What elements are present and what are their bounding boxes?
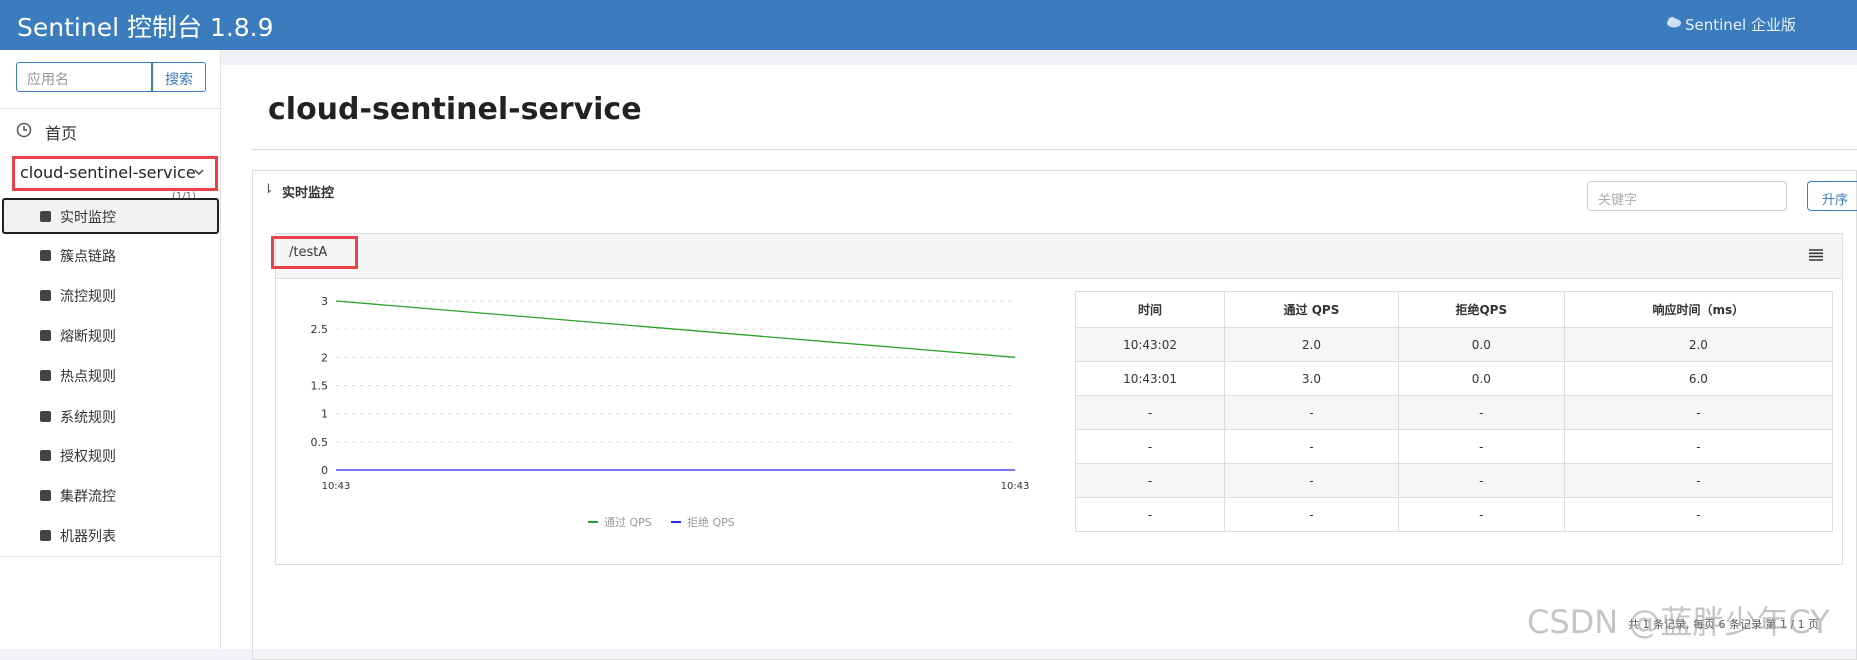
table-cell: 0.0 xyxy=(1397,361,1565,396)
menu-icon[interactable] xyxy=(1809,249,1823,261)
table-row: ---- xyxy=(1074,463,1834,498)
table-cell: - xyxy=(1224,497,1399,532)
menu-item[interactable]: 机器列表 xyxy=(60,529,116,545)
search-button[interactable]: 搜索 xyxy=(152,62,206,92)
column-header: 响应时间（ms） xyxy=(1563,291,1834,328)
app-highlight xyxy=(12,156,218,191)
menu-item[interactable]: 实时监控 xyxy=(60,210,116,226)
app-title: Sentinel 控制台 1.8.9 xyxy=(17,13,274,42)
table-cell: 10:43:01 xyxy=(1074,361,1226,396)
table-cell: - xyxy=(1397,463,1565,498)
app-count: (1/1) xyxy=(172,191,196,202)
panel-title: 实时监控 xyxy=(282,186,335,201)
menu-icon xyxy=(40,450,51,461)
sort-button[interactable]: 升序 xyxy=(1807,181,1857,211)
sort-icon: ⇂ xyxy=(263,182,274,197)
menu-item[interactable]: 集群流控 xyxy=(60,489,116,505)
resource-highlight xyxy=(271,236,358,269)
pagination: 共 1 条记录, 每页 6 条记录 第 1 / 1 页 xyxy=(1628,618,1820,631)
home-link[interactable]: 首页 xyxy=(45,124,78,143)
resource-name: /testA xyxy=(289,245,328,260)
watermark: CSDN @蓝胖少年CY xyxy=(1527,603,1830,641)
menu-icon xyxy=(40,330,51,341)
table-row: ---- xyxy=(1074,497,1834,532)
menu-icon xyxy=(40,211,51,222)
menu-icon xyxy=(40,530,51,541)
table-cell: - xyxy=(1397,497,1565,532)
menu-icon xyxy=(40,290,51,301)
table-cell: - xyxy=(1224,395,1399,430)
keyword-input[interactable]: 关键字 xyxy=(1587,181,1787,211)
table-cell: - xyxy=(1563,429,1834,464)
table-cell: - xyxy=(1074,429,1226,464)
sidebar: 应用名 搜索 首页 cloud-sentinel-service (1/1) 实… xyxy=(0,50,221,649)
table-cell: 3.0 xyxy=(1224,361,1399,396)
active-item xyxy=(2,198,219,234)
table-cell: - xyxy=(1563,497,1834,532)
table-row: 10:43:01 3.0 0.0 6.0 xyxy=(1074,361,1834,396)
menu-item[interactable]: 热点规则 xyxy=(60,369,116,385)
enterprise-link[interactable]: Sentinel 企业版 xyxy=(1685,16,1796,34)
table-cell: 6.0 xyxy=(1563,361,1834,396)
column-header: 时间 xyxy=(1074,291,1226,328)
column-header: 拒绝QPS xyxy=(1397,291,1565,328)
menu-icon xyxy=(40,411,51,422)
menu-item[interactable]: 系统规则 xyxy=(60,410,116,426)
metrics-table: 时间 通过 QPS 拒绝QPS 响应时间（ms） 10:43:02 2.0 0.0 2.0 10… xyxy=(1074,291,1834,532)
table-row: 10:43:02 2.0 0.0 2.0 xyxy=(1074,327,1834,362)
table-cell: - xyxy=(1397,429,1565,464)
home-icon xyxy=(16,122,32,138)
table-cell: - xyxy=(1563,463,1834,498)
table-cell: - xyxy=(1224,429,1399,464)
table-cell: 2.0 xyxy=(1224,327,1399,362)
table-cell: - xyxy=(1397,395,1565,430)
table-cell: 0.0 xyxy=(1397,327,1565,362)
menu-item[interactable]: 授权规则 xyxy=(60,449,116,465)
menu-icon xyxy=(40,250,51,261)
main: cloud-sentinel-service ⇂ 实时监控 关键字 升序 /te… xyxy=(221,65,1857,660)
menu-icon xyxy=(40,490,51,501)
card xyxy=(275,233,1843,565)
table-cell: 10:43:02 xyxy=(1074,327,1226,362)
menu-item[interactable]: 熔断规则 xyxy=(60,329,116,345)
table-cell: - xyxy=(1074,463,1226,498)
search-input[interactable]: 应用名 xyxy=(16,62,152,92)
table-cell: 2.0 xyxy=(1563,327,1834,362)
table-cell: - xyxy=(1074,395,1226,430)
page-title: cloud-sentinel-service xyxy=(268,92,642,127)
menu-icon xyxy=(40,370,51,381)
menu-item[interactable]: 簇点链路 xyxy=(60,249,116,265)
chevron xyxy=(194,169,204,175)
table-cell: - xyxy=(1563,395,1834,430)
menu-item[interactable]: 流控规则 xyxy=(60,289,116,305)
table-cell: - xyxy=(1224,463,1399,498)
cloud-icon xyxy=(1667,17,1681,28)
card-header xyxy=(276,234,1842,279)
table-cell: - xyxy=(1074,497,1226,532)
table-row: ---- xyxy=(1074,429,1834,464)
column-header: 通过 QPS xyxy=(1224,291,1399,328)
app-name[interactable]: cloud-sentinel-service xyxy=(20,163,196,182)
table-row: ---- xyxy=(1074,395,1834,430)
header: Sentinel 控制台 1.8.9 Sentinel 企业版 xyxy=(0,0,1857,50)
